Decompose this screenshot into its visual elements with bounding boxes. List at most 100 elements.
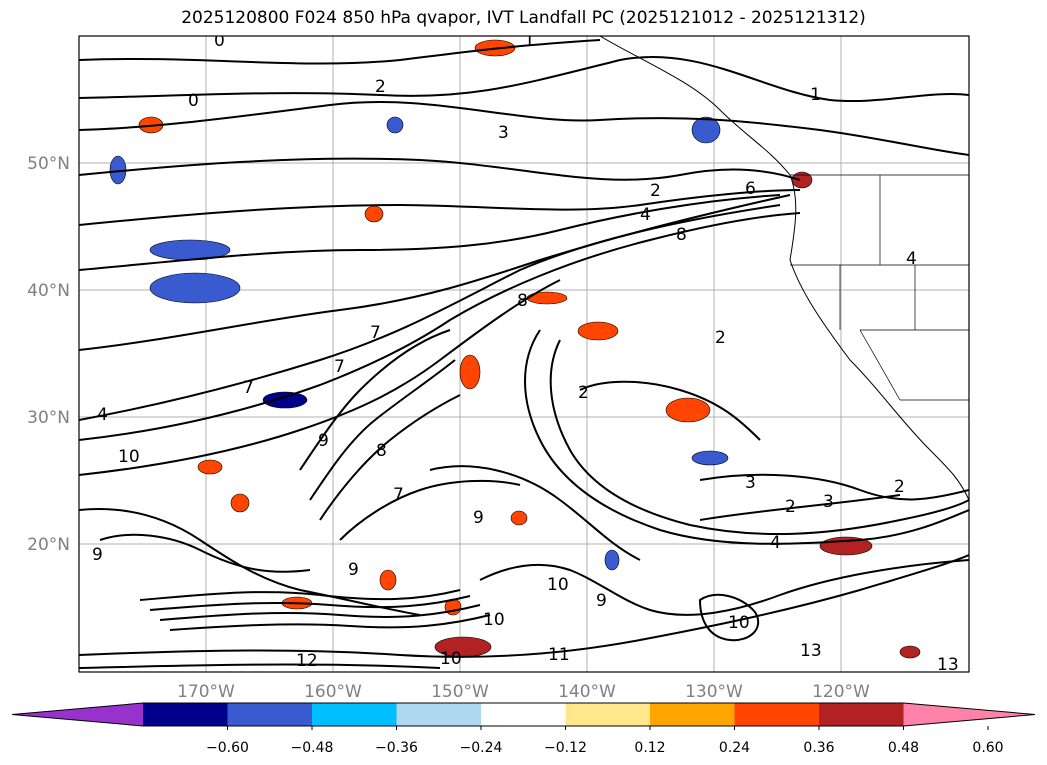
colorbar-tick-label: −0.60: [206, 740, 249, 756]
contour-line: [699, 494, 901, 521]
contour-label: 2: [785, 497, 796, 517]
contour-label: 1: [810, 85, 821, 105]
fill-patch-negative: [691, 450, 729, 466]
colorbar-bin: [650, 703, 735, 726]
contour-line: [169, 614, 491, 631]
contour-line: [159, 604, 481, 621]
colorbar-tick-label: 0.36: [803, 740, 834, 756]
contour-line: [309, 359, 456, 501]
fill-patch-positive: [577, 321, 619, 341]
fill-patch-positive: [459, 354, 481, 390]
fill-patch-negative: [262, 391, 308, 409]
gridlines: [79, 36, 969, 672]
contour-line: [339, 479, 521, 541]
contour-line: [149, 595, 471, 611]
longitude-labels: 170°W 160°W 150°W 140°W 130°W 120°W: [177, 682, 870, 702]
fill-patch-negative: [604, 549, 620, 571]
fill-patch-positive: [364, 205, 384, 223]
contour-line: [79, 508, 421, 616]
fill-patch-positive: [791, 171, 813, 189]
lat-label-30n: 30°N: [27, 408, 70, 428]
contour-label: 2: [375, 77, 386, 97]
lat-label-40n: 40°N: [27, 281, 70, 301]
colorbar-tick-label: −0.36: [375, 740, 418, 756]
map-panel: 0 0 1 2 3 1 2 4 6 8 2 8 7 7 4 10 7 9 8 7: [78, 31, 970, 673]
contour-label: 10: [547, 575, 569, 595]
fill-patch-negative: [149, 272, 241, 304]
contour-line: [99, 533, 311, 573]
contour-label: 7: [370, 323, 381, 343]
contour-line: [79, 663, 441, 669]
colorbar-bin: [734, 703, 820, 726]
fill-patch-positive: [665, 397, 711, 423]
contour-label: 3: [498, 123, 509, 143]
lon-label-120w: 120°W: [812, 682, 870, 702]
colorbar-tick-label: −0.24: [460, 740, 503, 756]
contour-line: [698, 593, 760, 642]
colorbar-extend-high: [903, 703, 1035, 726]
contour-line: [79, 194, 781, 271]
lon-label-130w: 130°W: [685, 682, 743, 702]
contour-label: 2: [894, 477, 905, 497]
contour-label: 10: [483, 610, 505, 630]
contour-line: [79, 189, 801, 226]
contour-label: 4: [906, 249, 917, 269]
contour-label: 9: [318, 431, 329, 451]
map-title: 2025120800 F024 850 hPa qvapor, IVT Land…: [181, 8, 866, 28]
colorbar-extend-low: [12, 703, 143, 726]
contour-label: 7: [243, 378, 254, 398]
colorbar-bin: [143, 703, 228, 726]
contour-line: [79, 279, 561, 476]
fill-patch-positive: [899, 645, 921, 659]
fill-patch-negative: [691, 116, 721, 144]
lon-label-170w: 170°W: [177, 682, 235, 702]
fill-patch-positive: [379, 569, 397, 591]
contour-label: 10: [118, 447, 140, 467]
contour-label: 10: [728, 613, 750, 633]
latitude-labels: 50°N 40°N 30°N 20°N: [27, 154, 70, 555]
colorbar-bin: [396, 703, 482, 726]
colorbar-tick-label: −0.12: [544, 740, 587, 756]
fill-patch-positive: [510, 510, 528, 526]
contour-label: 9: [473, 508, 484, 528]
contour-line: [79, 194, 791, 351]
contour-line: [579, 380, 761, 441]
colorbar-bin: [565, 703, 651, 726]
contour-label: 0: [188, 91, 199, 111]
contour-label: 9: [92, 545, 103, 565]
contour-line: [79, 56, 969, 103]
contour-label: 9: [596, 591, 607, 611]
colorbar-outline: [11, 702, 1036, 727]
contour-label: 11: [548, 645, 570, 665]
contour-label: 3: [745, 473, 756, 493]
lat-label-20n: 20°N: [27, 535, 70, 555]
contour-line: [429, 465, 641, 561]
colorbar-tick-label: 0.12: [634, 740, 665, 756]
colorbar-bin: [312, 703, 397, 726]
colorbar-tick-label: 0.60: [972, 740, 1003, 756]
contour-line: [524, 329, 969, 545]
contour-label: 10: [440, 649, 462, 669]
contour-label: 8: [376, 441, 387, 461]
contour-label: 2: [715, 328, 726, 348]
contour-line: [139, 589, 461, 601]
contour-label: 13: [800, 641, 822, 661]
colorbar-tick-label: −0.48: [291, 740, 334, 756]
contour-label: 8: [676, 225, 687, 245]
lon-label-160w: 160°W: [304, 682, 362, 702]
contour-line: [79, 157, 801, 181]
state-borders: [790, 174, 969, 401]
fill-patch-positive: [197, 459, 223, 475]
contour-label: 12: [296, 651, 318, 671]
contour-label: 2: [650, 181, 661, 201]
colorbar: −0.60 −0.48 −0.36 −0.24 −0.12 0.12 0.24 0.36 0.4…: [11, 702, 1036, 756]
coastline: [599, 36, 969, 501]
contour-label: 1: [524, 31, 535, 51]
colorbar-bin: [481, 703, 566, 726]
contour-label: 4: [97, 405, 108, 425]
contour-label: 7: [393, 485, 404, 505]
lon-label-140w: 140°W: [558, 682, 616, 702]
fill-patch-positive: [230, 493, 250, 513]
contour-line: [479, 559, 969, 616]
